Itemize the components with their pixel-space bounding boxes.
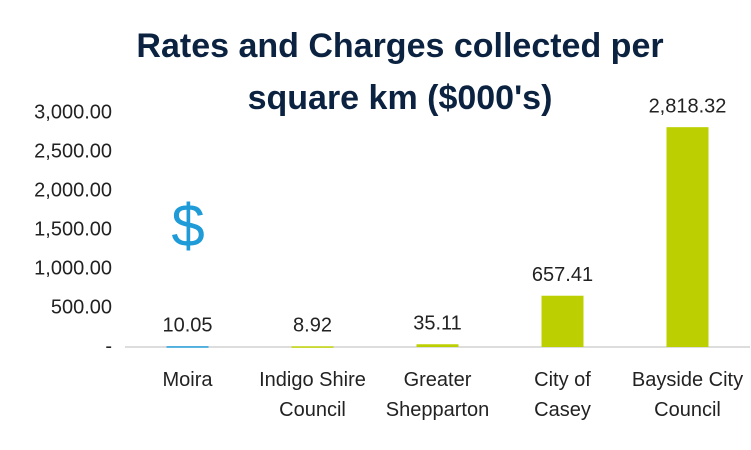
x-tick-label: Moira [162, 369, 213, 391]
bar [541, 295, 584, 347]
chart-title: Rates and Charges collected per square km… [136, 27, 663, 117]
y-tick-label: 2,500.00 [34, 140, 112, 162]
value-label: 35.11 [413, 313, 462, 335]
dollar-icon: $ [171, 192, 204, 259]
y-tick-label: - [105, 335, 112, 357]
y-tick-label: 1,000.00 [34, 257, 112, 279]
bar [166, 346, 209, 348]
bar [666, 127, 709, 347]
bar [291, 346, 334, 348]
x-tick-label: Indigo Shire Council [259, 369, 366, 421]
x-tick-label: Bayside City Council [632, 369, 743, 421]
y-tick-label: 500.00 [51, 296, 112, 318]
value-label: 2,818.32 [649, 95, 727, 117]
y-tick-label: 2,000.00 [34, 179, 112, 201]
x-tick-label: Greater Shepparton [386, 369, 489, 421]
value-label: 8.92 [293, 315, 332, 337]
y-tick-label: 1,500.00 [34, 218, 112, 240]
bar [416, 344, 459, 347]
value-label: 657.41 [532, 264, 593, 286]
x-tick-label: City of Casey [534, 369, 591, 421]
value-label: 10.05 [162, 314, 212, 336]
y-tick-label: 3,000.00 [34, 101, 112, 123]
